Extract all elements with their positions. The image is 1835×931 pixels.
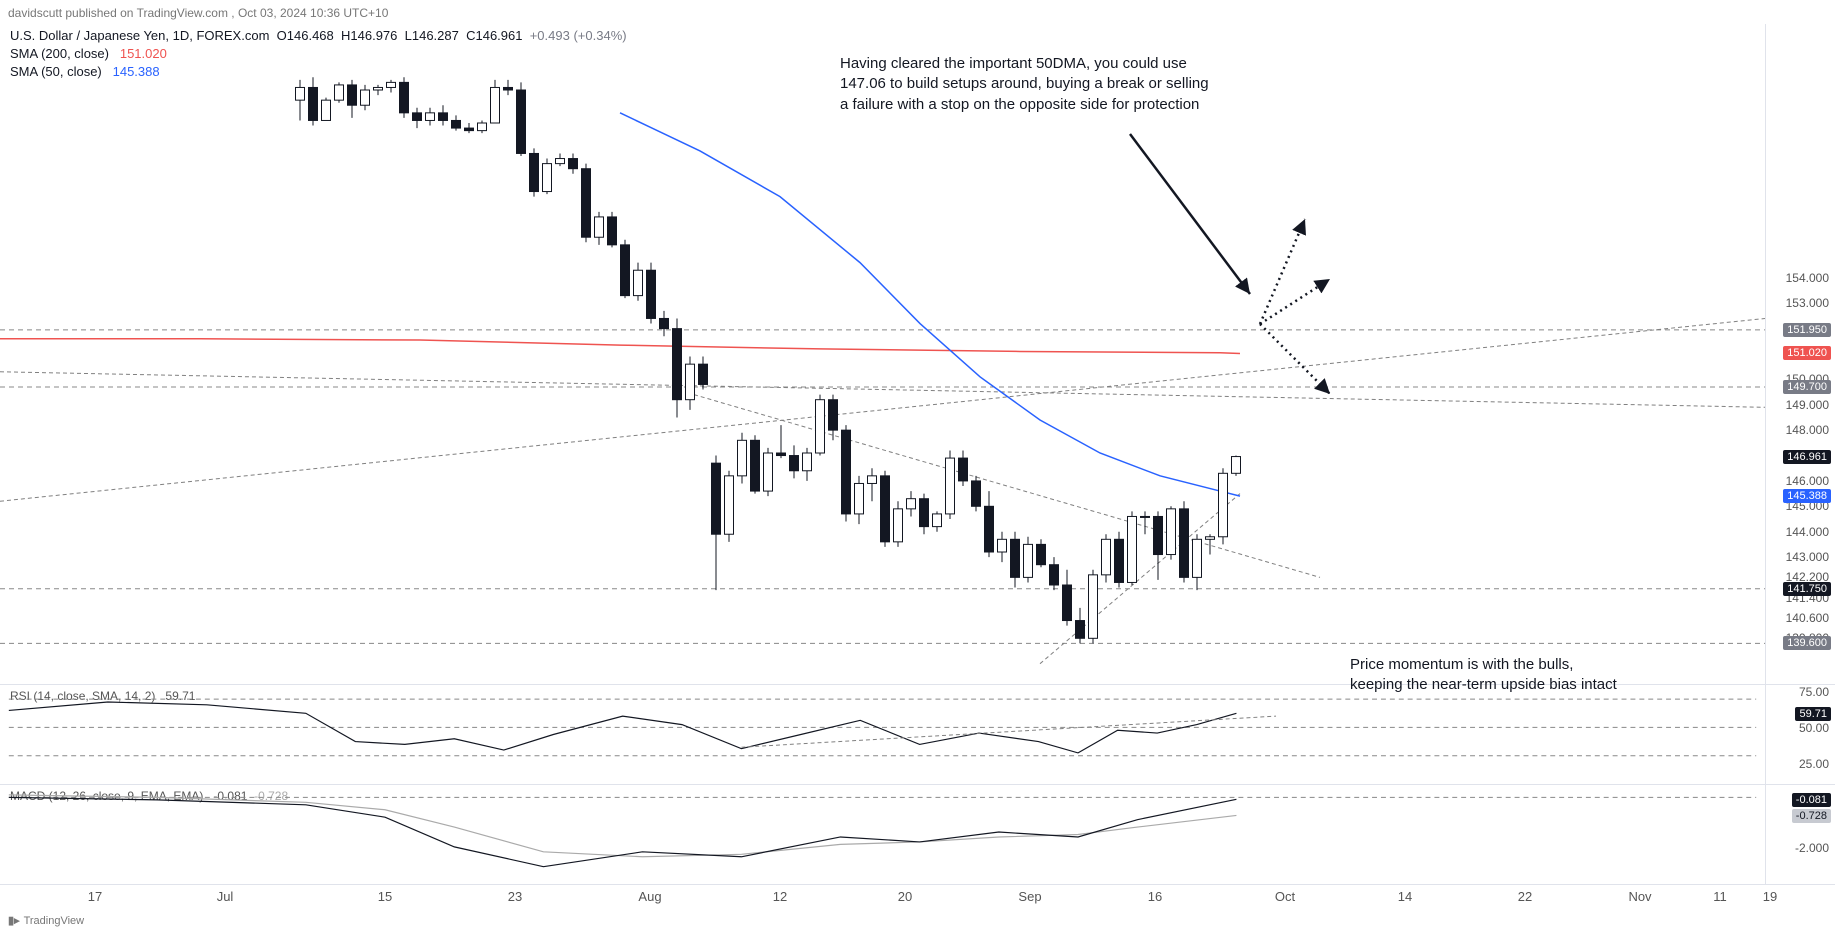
y-tag: 141.750 — [1783, 582, 1831, 596]
y-tick: 143.000 — [1786, 550, 1829, 564]
rsi-pane[interactable]: RSI (14, close, SMA, 14, 2) 59.71 Price … — [0, 684, 1835, 784]
y-tick: 146.000 — [1786, 474, 1829, 488]
y-tag: 139.600 — [1783, 636, 1831, 650]
publish-info: davidscutt published on TradingView.com … — [8, 6, 388, 20]
y-tick: 153.000 — [1786, 296, 1829, 310]
x-tick: 15 — [378, 889, 392, 904]
x-tick: 23 — [508, 889, 522, 904]
price-pane[interactable]: JPY U.S. Dollar / Japanese Yen, 1D, FORE… — [0, 24, 1835, 684]
macd-chart-area[interactable] — [0, 785, 1765, 884]
x-tick: 11 — [1713, 889, 1727, 904]
x-tick: 16 — [1148, 889, 1162, 904]
y-tag: -0.081 — [1792, 793, 1831, 807]
x-tick: 20 — [898, 889, 912, 904]
price-chart-area[interactable]: Having cleared the important 50DMA, you … — [0, 24, 1765, 684]
price-y-axis: 154.000153.000151.950151.020150.000149.7… — [1765, 24, 1835, 684]
x-tick: 14 — [1398, 889, 1412, 904]
author: davidscutt — [8, 6, 62, 20]
x-tick: Aug — [638, 889, 661, 904]
rsi-plot — [0, 685, 1765, 784]
y-tag: 146.961 — [1783, 450, 1831, 464]
macd-y-axis: -2.000 -0.081 -0.728 — [1765, 785, 1835, 884]
y-tick: 75.00 — [1799, 685, 1829, 699]
timestamp: Oct 03, 2024 10:36 UTC+10 — [238, 6, 388, 20]
y-tag: 149.700 — [1783, 380, 1831, 394]
y-tick: 148.000 — [1786, 423, 1829, 437]
y-tag: 151.950 — [1783, 323, 1831, 337]
y-tick: 25.00 — [1799, 757, 1829, 771]
x-tick: 12 — [773, 889, 787, 904]
rsi-chart-area[interactable]: Price momentum is with the bulls,keeping… — [0, 685, 1765, 784]
y-tick: 149.000 — [1786, 398, 1829, 412]
y-tag: 145.388 — [1783, 489, 1831, 503]
y-tick: 154.000 — [1786, 271, 1829, 285]
y-tag: 151.020 — [1783, 346, 1831, 360]
y-tick: -2.000 — [1795, 841, 1829, 855]
macd-pane[interactable]: MACD (12, 26, close, 9, EMA, EMA) -0.081… — [0, 784, 1835, 884]
tradingview-logo-icon: ▮▸ — [8, 914, 20, 927]
y-tick: 140.600 — [1786, 611, 1829, 625]
x-tick: Nov — [1628, 889, 1651, 904]
y-tag: 59.71 — [1795, 707, 1831, 721]
site: TradingView.com — [137, 6, 228, 20]
x-tick: 17 — [88, 889, 102, 904]
y-tag: -0.728 — [1792, 809, 1831, 823]
time-axis: 17 Jul 15 23 Aug 12 20 Sep 16 Oct 14 22 Nov 11 19 — [0, 884, 1835, 910]
footer-brand: ▮▸ TradingView — [8, 914, 84, 927]
x-tick: Oct — [1275, 889, 1295, 904]
x-tick: Sep — [1018, 889, 1041, 904]
x-tick: 19 — [1763, 889, 1777, 904]
x-tick: Jul — [217, 889, 234, 904]
macd-plot — [0, 785, 1765, 884]
y-tick: 144.000 — [1786, 525, 1829, 539]
y-tick: 50.00 — [1799, 721, 1829, 735]
rsi-y-axis: 75.00 50.00 25.00 59.71 — [1765, 685, 1835, 784]
price-plot — [0, 24, 1765, 684]
x-tick: 22 — [1518, 889, 1532, 904]
